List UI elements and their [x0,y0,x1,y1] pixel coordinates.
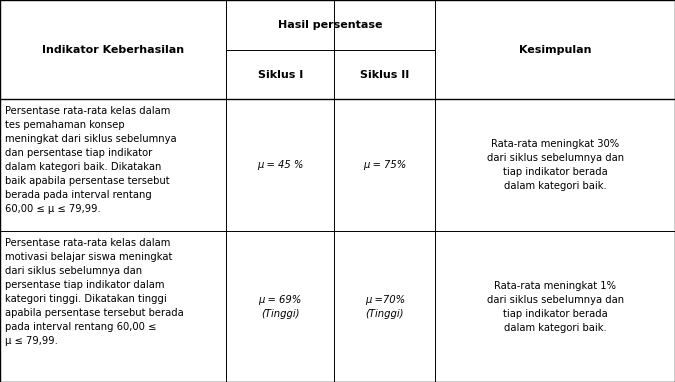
Text: Kesimpulan: Kesimpulan [519,45,591,55]
Text: Indikator Keberhasilan: Indikator Keberhasilan [42,45,184,55]
Text: μ = 75%: μ = 75% [363,160,406,170]
Text: Rata-rata meningkat 30%
dari siklus sebelumnya dan
tiap indikator berada
dalam k: Rata-rata meningkat 30% dari siklus sebe… [487,139,624,191]
Text: Rata-rata meningkat 1%
dari siklus sebelumnya dan
tiap indikator berada
dalam ka: Rata-rata meningkat 1% dari siklus sebel… [487,280,624,333]
Text: Hasil persentase: Hasil persentase [279,20,383,30]
Text: Siklus II: Siklus II [360,70,409,80]
Text: μ = 45 %: μ = 45 % [257,160,303,170]
Text: Siklus I: Siklus I [257,70,303,80]
Text: Persentase rata-rata kelas dalam
tes pemahaman konsep
meningkat dari siklus sebe: Persentase rata-rata kelas dalam tes pem… [5,106,177,214]
Text: Persentase rata-rata kelas dalam
motivasi belajar siswa meningkat
dari siklus se: Persentase rata-rata kelas dalam motivas… [5,238,184,346]
Text: μ =70%
(Tinggi): μ =70% (Tinggi) [364,295,405,319]
Text: μ = 69%
(Tinggi): μ = 69% (Tinggi) [259,295,302,319]
